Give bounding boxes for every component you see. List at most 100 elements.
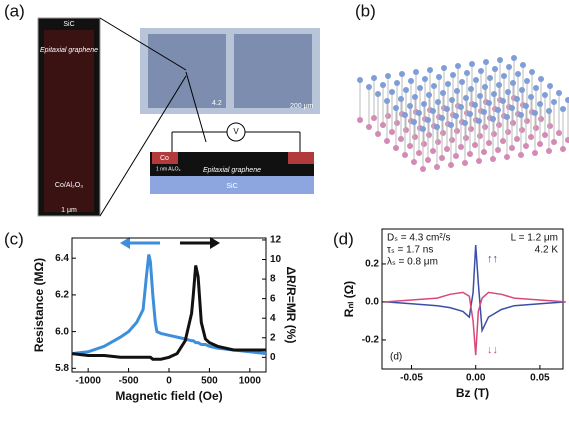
atom bbox=[458, 144, 464, 150]
atom bbox=[440, 90, 446, 96]
atom bbox=[528, 134, 534, 140]
atom bbox=[398, 96, 404, 102]
atom bbox=[481, 109, 487, 115]
atom bbox=[380, 82, 386, 88]
x-axis-label: Magnetic field (Oe) bbox=[115, 389, 222, 403]
annotation: (d) bbox=[390, 352, 402, 363]
atom bbox=[495, 107, 501, 113]
atom bbox=[510, 80, 516, 86]
atom bbox=[510, 120, 516, 126]
atom bbox=[453, 153, 459, 159]
atom bbox=[476, 118, 482, 124]
atom bbox=[398, 136, 404, 142]
lattice-art bbox=[357, 55, 569, 172]
atom bbox=[533, 125, 539, 131]
atom bbox=[434, 164, 440, 170]
atom bbox=[416, 110, 422, 116]
atom bbox=[496, 122, 502, 128]
panel-label: (b) bbox=[355, 1, 376, 20]
label: Epitaxial graphene bbox=[40, 47, 98, 54]
y-tick-label: 6.2 bbox=[55, 290, 69, 301]
atom bbox=[463, 95, 469, 101]
atom bbox=[519, 127, 525, 133]
atom bbox=[448, 122, 454, 128]
atom bbox=[445, 81, 451, 87]
annotation: 4.2 K bbox=[535, 245, 559, 256]
atom bbox=[385, 113, 391, 119]
y2-tick-label: 10 bbox=[270, 254, 282, 265]
atom bbox=[430, 108, 436, 114]
y-tick-label: 0.2 bbox=[365, 259, 379, 270]
atom bbox=[411, 119, 417, 125]
atom bbox=[449, 97, 455, 103]
y-axis-label: Resistance (MΩ) bbox=[32, 258, 46, 352]
y-tick-label: 5.8 bbox=[55, 363, 69, 374]
atom bbox=[506, 64, 512, 70]
atom bbox=[556, 90, 562, 96]
y2-tick-label: 6 bbox=[270, 293, 276, 304]
label: 4.2 bbox=[212, 100, 222, 107]
atom bbox=[551, 139, 557, 145]
atom bbox=[371, 115, 377, 121]
y-tick-label: 0.0 bbox=[365, 297, 379, 308]
atom bbox=[439, 155, 445, 161]
atom bbox=[556, 130, 562, 136]
atom bbox=[430, 148, 436, 154]
atom bbox=[532, 110, 538, 116]
label: Epitaxial graphene bbox=[203, 167, 261, 174]
panel-label: (a) bbox=[4, 1, 25, 20]
atom bbox=[417, 85, 423, 91]
atom bbox=[357, 77, 363, 83]
atom bbox=[491, 131, 497, 137]
atom bbox=[524, 78, 530, 84]
atom bbox=[375, 91, 381, 97]
atom bbox=[520, 62, 526, 68]
atom bbox=[495, 147, 501, 153]
atom bbox=[439, 115, 445, 121]
atom bbox=[402, 152, 408, 158]
atom bbox=[547, 83, 553, 89]
atom bbox=[551, 99, 557, 105]
atom bbox=[565, 97, 569, 103]
label: 200 μm bbox=[290, 103, 314, 110]
atom bbox=[477, 133, 483, 139]
atom bbox=[444, 146, 450, 152]
atom bbox=[490, 116, 496, 122]
atom bbox=[486, 100, 492, 106]
x-tick-label: -1000 bbox=[75, 376, 101, 387]
panel-label: (c) bbox=[4, 229, 24, 248]
atom bbox=[532, 150, 538, 156]
atom bbox=[463, 135, 469, 141]
atom bbox=[462, 120, 468, 126]
x-tick-label: 1000 bbox=[239, 376, 262, 387]
y2-tick-label: 2 bbox=[270, 332, 276, 343]
atom bbox=[483, 59, 489, 65]
atom bbox=[467, 151, 473, 157]
atom bbox=[565, 137, 569, 143]
atom bbox=[482, 124, 488, 130]
atom bbox=[434, 124, 440, 130]
atom bbox=[464, 70, 470, 76]
label: 1 μm bbox=[61, 207, 77, 214]
atom bbox=[504, 154, 510, 160]
atom bbox=[427, 67, 433, 73]
atom bbox=[403, 127, 409, 133]
series-line bbox=[385, 291, 566, 356]
atom bbox=[416, 150, 422, 156]
atom bbox=[371, 75, 377, 81]
plot-frame bbox=[71, 237, 267, 373]
atom bbox=[389, 129, 395, 135]
atom bbox=[509, 145, 515, 151]
x-tick-label: 500 bbox=[201, 376, 218, 387]
atom bbox=[425, 157, 431, 163]
atom bbox=[403, 87, 409, 93]
atom bbox=[537, 101, 543, 107]
atom bbox=[458, 104, 464, 110]
atom bbox=[454, 88, 460, 94]
atom bbox=[384, 138, 390, 144]
atom bbox=[393, 145, 399, 151]
series-line bbox=[71, 265, 266, 361]
atom bbox=[402, 112, 408, 118]
plot-frame bbox=[381, 228, 564, 370]
